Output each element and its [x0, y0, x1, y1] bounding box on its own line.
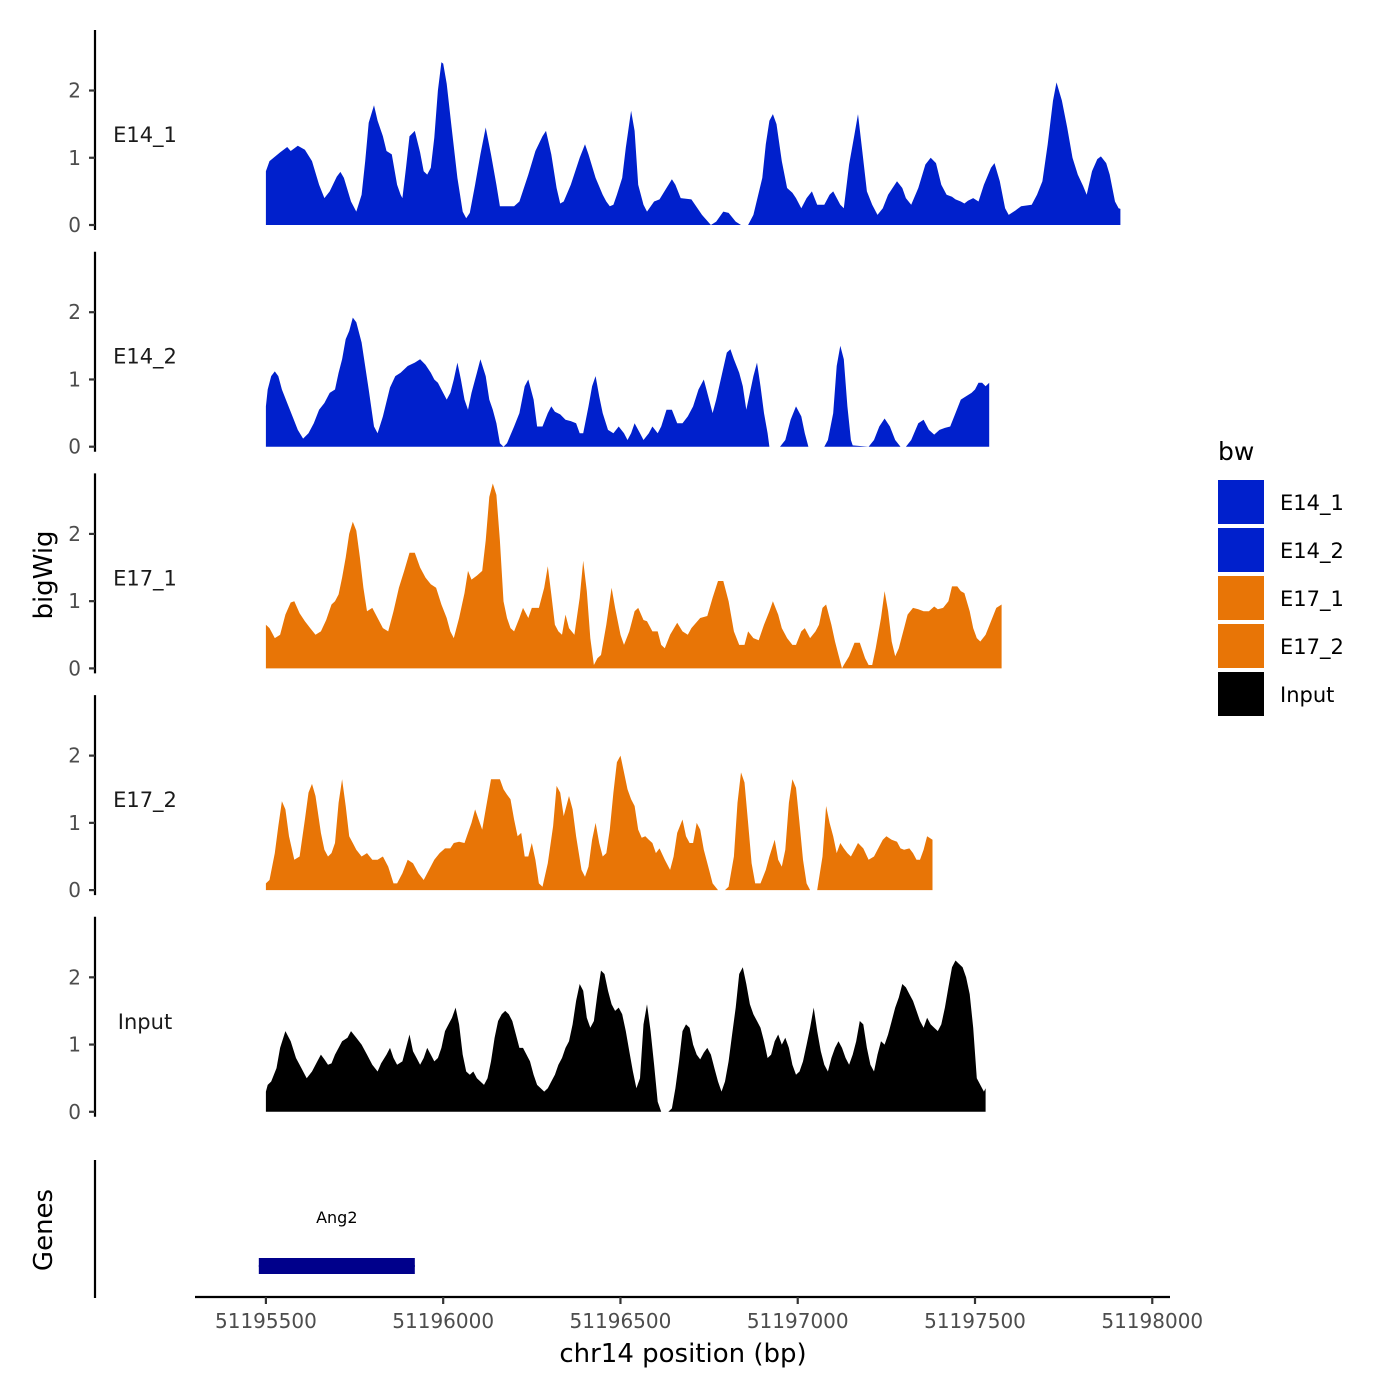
legend-label: E14_1 — [1280, 491, 1344, 516]
x-tick-label: 51196000 — [392, 1309, 494, 1333]
area-e14-2 — [265, 317, 990, 447]
track-input: 0 1 2 Input — [68, 916, 986, 1124]
x-tick-label: 51195500 — [215, 1309, 317, 1333]
legend-swatch-e14-2 — [1218, 528, 1264, 572]
y-tick-label: 1 — [68, 811, 81, 835]
track-e17-2: 0 1 2 E17_2 — [68, 695, 933, 902]
x-tick-label: 51197500 — [924, 1309, 1026, 1333]
area-input — [265, 960, 986, 1112]
x-tick-label: 51197000 — [747, 1309, 849, 1333]
genes-panel-title: Genes — [29, 1189, 59, 1271]
area-e14-1 — [265, 62, 1121, 225]
legend-swatch-input — [1218, 672, 1264, 716]
y-tick-label: 1 — [68, 589, 81, 613]
y-tick-label: 2 — [68, 744, 81, 768]
legend-label: Input — [1280, 683, 1334, 707]
y-tick-label: 0 — [68, 878, 81, 902]
y-tick-label: 2 — [68, 79, 81, 103]
track-e14-2: 0 1 2 E14_2 — [68, 251, 990, 459]
legend-label: E14_2 — [1280, 539, 1344, 564]
legend-title: bw — [1218, 437, 1254, 466]
y-tick-label: 2 — [68, 965, 81, 989]
y-tick-label: 1 — [68, 1033, 81, 1057]
y-tick-label: 0 — [68, 213, 81, 237]
y-tick-label: 0 — [68, 1100, 81, 1124]
x-tick-label: 51196500 — [570, 1309, 672, 1333]
x-tick-label: 51198000 — [1101, 1309, 1203, 1333]
y-tick-label: 0 — [68, 656, 81, 680]
legend-swatch-e14-1 — [1218, 480, 1264, 524]
y-axis-title: bigWig — [29, 530, 59, 619]
legend-swatch-e17-1 — [1218, 576, 1264, 620]
track-e14-1: 0 1 2 E14_1 — [68, 30, 1121, 237]
legend-label: E17_1 — [1280, 587, 1344, 612]
x-axis-title: chr14 position (bp) — [559, 1339, 806, 1369]
track-e17-1: 0 1 2 E17_1 — [68, 473, 1002, 680]
legend: E14_1 E14_2 E17_1 E17_2 Input — [1218, 480, 1344, 716]
y-tick-label: 0 — [68, 435, 81, 459]
legend-label: E17_2 — [1280, 635, 1344, 660]
tracks-layer: 0 1 2 E14_1 0 1 2 E14_2 0 1 2 E17_1 0 1 2 E17_2 0 1 2 Input — [68, 30, 1121, 1124]
gene-label: Ang2 — [316, 1208, 357, 1227]
y-tick-label: 1 — [68, 367, 81, 391]
y-tick-label: 2 — [68, 300, 81, 324]
genes-panel: Ang2 — [93, 1160, 415, 1298]
legend-swatch-e17-2 — [1218, 624, 1264, 668]
track-label: E14_2 — [113, 345, 177, 370]
area-e17-2 — [265, 755, 933, 891]
track-label: Input — [118, 1010, 172, 1034]
y-tick-label: 2 — [68, 522, 81, 546]
track-label: E17_1 — [113, 566, 177, 591]
area-e17-1 — [265, 483, 1002, 669]
x-axis: 51195500 51196000 51196500 51197000 51197500… — [195, 1295, 1203, 1333]
y-tick-label: 1 — [68, 146, 81, 170]
track-label: E14_1 — [113, 123, 177, 148]
track-label: E17_2 — [113, 788, 177, 813]
